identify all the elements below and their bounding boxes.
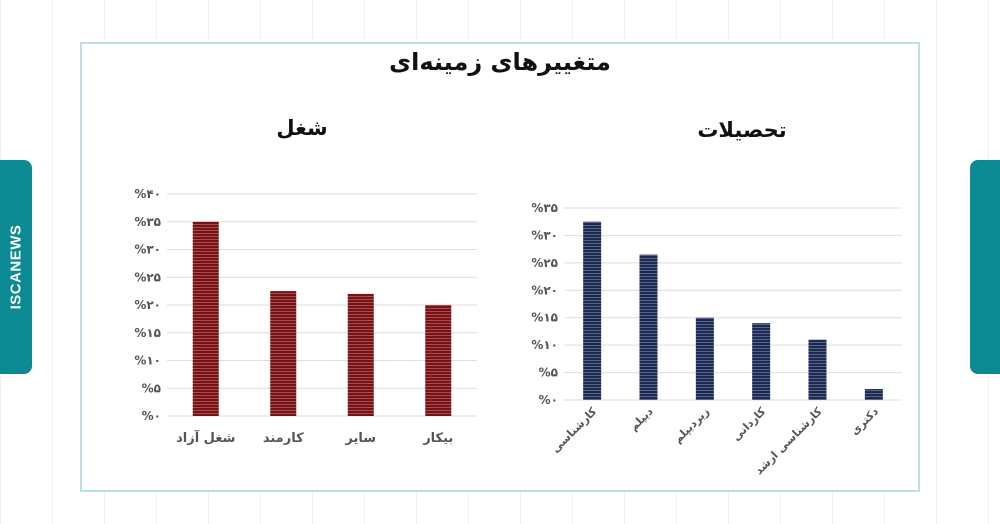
x-tick-label: کارمند <box>263 431 304 446</box>
bar <box>695 317 714 400</box>
y-tick-label: %۱۰ <box>134 354 161 368</box>
bar <box>192 221 219 416</box>
x-tick-label: کاردانی <box>730 405 769 444</box>
y-tick-label: %۰ <box>142 409 161 423</box>
page-title: متغییرهای زمینه‌ای <box>389 48 611 76</box>
x-tick-label: کارشناسی <box>549 405 600 456</box>
right-decorative-tab <box>970 160 1000 374</box>
bar <box>425 305 452 416</box>
brand-text: ISCANEWS <box>7 224 25 310</box>
job-chart: %۰ %۵ %۱۰ %۱۵ %۲۰ %۲۵ %۳۰ %۳۵ %۴۰ شغل آزاد کارمند س… <box>134 187 477 446</box>
slide-card: متغییرهای زمینه‌ای شغل تحصیلات %۰ %۵ %۱۰ %۱… <box>80 42 920 492</box>
y-tick-label: %۵ <box>539 366 558 380</box>
bar <box>347 293 374 416</box>
x-tick-label: سایر <box>344 431 376 446</box>
job-chart-title: شغل <box>276 116 328 140</box>
y-tick-label: %۳۵ <box>134 215 161 229</box>
left-brand-tab: ISCANEWS <box>0 160 32 374</box>
bar <box>270 291 297 416</box>
y-tick-label: %۲۵ <box>134 270 161 284</box>
bar <box>639 254 658 400</box>
x-tick-label: دیپلم <box>627 405 656 434</box>
y-tick-label: %۳۰ <box>531 228 558 242</box>
education-chart-title: تحصیلات <box>697 118 787 142</box>
y-tick-label: %۴۰ <box>134 187 161 201</box>
y-tick-label: %۳۰ <box>134 243 161 257</box>
y-tick-label: %۲۵ <box>531 256 558 270</box>
bar <box>808 339 827 400</box>
y-tick-label: %۱۵ <box>134 326 161 340</box>
x-tick-label: دکتری <box>848 405 881 438</box>
y-tick-label: %۵ <box>142 381 161 395</box>
x-tick-label: شغل آزاد <box>176 429 235 446</box>
bar <box>752 323 771 400</box>
y-tick-label: %۲۰ <box>134 298 161 312</box>
y-tick-label: %۱۰ <box>531 338 558 352</box>
x-tick-label: زیردیپلم <box>671 405 712 446</box>
x-tick-label: بیکار <box>422 431 453 446</box>
education-chart: %۰ %۵ %۱۰ %۱۵ %۲۰ %۲۵ %۳۰ %۳۵ کارشناسی دیپلم زیردی… <box>531 201 902 477</box>
bar <box>583 221 602 400</box>
y-tick-label: %۱۵ <box>531 311 558 325</box>
y-tick-label: %۳۵ <box>531 201 558 215</box>
bar <box>864 389 883 400</box>
y-tick-label: %۰ <box>539 393 558 407</box>
y-tick-label: %۲۰ <box>531 283 558 297</box>
